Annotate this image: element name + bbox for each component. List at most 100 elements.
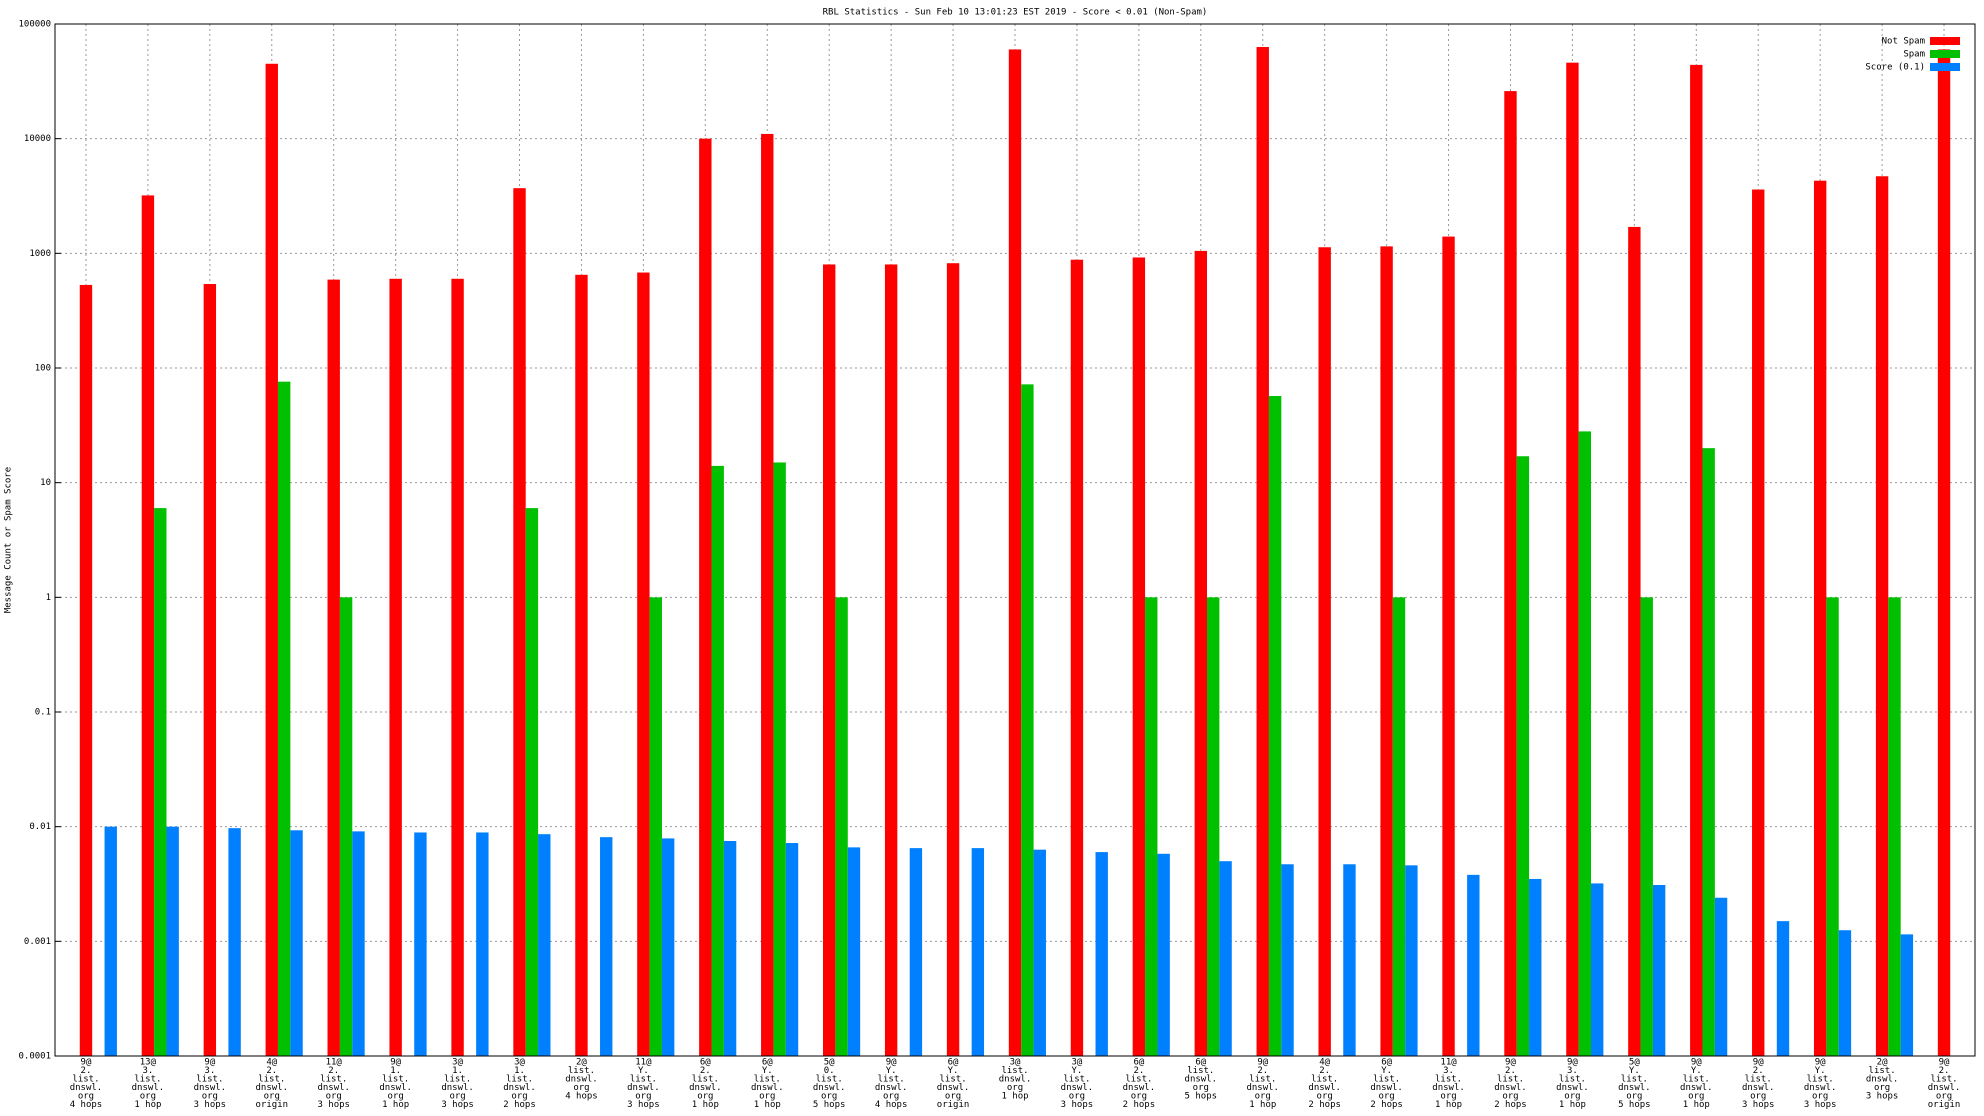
x-tick-label: 4 hops (565, 1092, 598, 1102)
x-tick-label: org (945, 1092, 961, 1102)
x-tick-label: org (1131, 1092, 1147, 1102)
y-tick-label: 0.0001 (18, 1052, 51, 1062)
x-tick-label: 6@ (1133, 1058, 1144, 1068)
bar (513, 188, 526, 1056)
x-tick-label: dnswl. (1246, 1083, 1279, 1093)
chart-title: RBL Statistics - Sun Feb 10 13:01:23 EST… (823, 8, 1208, 18)
x-tick-label: dnswl. (689, 1083, 722, 1093)
x-tick-label: 9@ (1505, 1058, 1516, 1068)
x-tick-label: org (1874, 1083, 1890, 1093)
x-tick-label: dnswl. (813, 1083, 846, 1093)
bar (538, 834, 551, 1056)
x-tick-label: dnswl. (1061, 1083, 1094, 1093)
x-tick-label: list. (1249, 1075, 1276, 1085)
bar (1442, 236, 1455, 1056)
bar (277, 381, 291, 1056)
bar (1838, 930, 1852, 1056)
x-tick-label: dnswl. (1618, 1083, 1651, 1093)
x-tick-label: dnswl. (1742, 1083, 1775, 1093)
x-tick-label: Y. (762, 1066, 773, 1076)
bar (1516, 456, 1530, 1057)
x-tick-label: org (1193, 1083, 1209, 1093)
x-tick-label: list. (1869, 1066, 1896, 1076)
x-tick-label: 3@ (452, 1058, 463, 1068)
x-tick-label: org (264, 1092, 280, 1102)
bar (1157, 853, 1170, 1056)
x-tick-label: 1 hop (1683, 1100, 1710, 1110)
x-tick-label: list. (568, 1066, 595, 1076)
x-tick-label: Y. (1815, 1066, 1826, 1076)
bar (1033, 849, 1046, 1056)
x-tick-label: 6@ (1195, 1058, 1206, 1068)
bar (228, 828, 241, 1056)
x-tick-label: 3 hops (317, 1100, 350, 1110)
bar (1207, 597, 1220, 1056)
x-tick-label: 3. (1567, 1066, 1578, 1076)
bar (835, 597, 848, 1056)
bar (352, 831, 365, 1056)
x-tick-label: dnswl. (1680, 1083, 1713, 1093)
bar (476, 832, 489, 1056)
x-tick-label: list. (1125, 1075, 1152, 1085)
x-tick-label: 4 hops (875, 1100, 908, 1110)
bar (723, 840, 737, 1056)
bar (154, 508, 167, 1056)
x-tick-label: 6@ (1381, 1058, 1392, 1068)
x-tick-label: 5 hops (1185, 1092, 1218, 1102)
x-tick-label: Y. (886, 1066, 897, 1076)
bar (1900, 934, 1914, 1056)
legend-swatch (1930, 37, 1960, 45)
x-tick-label: Y. (948, 1066, 959, 1076)
x-tick-label: list. (134, 1075, 161, 1085)
y-tick-label: 0.001 (24, 937, 51, 947)
x-tick-label: dnswl. (256, 1083, 289, 1093)
x-tick-label: list. (1001, 1066, 1028, 1076)
x-tick-label: dnswl. (627, 1083, 660, 1093)
x-tick-label: list. (692, 1075, 719, 1085)
x-tick-label: list. (940, 1075, 967, 1085)
legend-label: Score (0.1) (1865, 63, 1925, 73)
x-tick-label: list. (320, 1075, 347, 1085)
bar (785, 843, 799, 1056)
bar (1937, 49, 1951, 1056)
bar (166, 826, 179, 1056)
x-tick-label: dnswl. (1804, 1083, 1837, 1093)
x-tick-label: list. (816, 1075, 843, 1085)
x-tick-label: 2. (1505, 1066, 1516, 1076)
x-tick-label: 2. (1257, 1066, 1268, 1076)
x-tick-label: list. (1187, 1066, 1214, 1076)
x-tick-label: 3@ (1072, 1058, 1083, 1068)
x-tick-label: dnswl. (317, 1083, 350, 1093)
x-tick-label: org (759, 1092, 775, 1102)
x-tick-label: org (78, 1092, 94, 1102)
x-tick-label: 1. (514, 1066, 525, 1076)
x-tick-label: 9@ (886, 1058, 897, 1068)
bar (1628, 226, 1641, 1057)
x-tick-label: 11@ (635, 1058, 652, 1068)
x-tick-label: 1 hop (1559, 1100, 1586, 1110)
x-tick-label: 0. (824, 1066, 835, 1076)
x-tick-label: 9@ (1257, 1058, 1268, 1068)
x-tick-label: org (1936, 1092, 1952, 1102)
bar (1888, 597, 1901, 1056)
bar (699, 138, 712, 1056)
x-tick-label: 9@ (1567, 1058, 1578, 1068)
bar (79, 284, 93, 1056)
x-tick-label: org (1812, 1092, 1828, 1102)
x-tick-label: 1 hop (382, 1100, 409, 1110)
x-tick-label: list. (382, 1075, 409, 1085)
x-tick-label: dnswl. (441, 1083, 474, 1093)
legend-label: Not Spam (1882, 37, 1925, 47)
legend-label: Spam (1903, 50, 1925, 60)
bar (711, 465, 724, 1056)
x-tick-label: dnswl. (565, 1075, 598, 1085)
bar (1504, 91, 1517, 1056)
x-tick-label: dnswl. (194, 1083, 227, 1093)
x-tick-label: org (1317, 1092, 1333, 1102)
x-tick-label: list. (1683, 1075, 1710, 1085)
bar (909, 848, 923, 1056)
x-tick-label: 2@ (1877, 1058, 1888, 1068)
y-tick-label: 1 (46, 593, 51, 603)
x-tick-label: 1 hop (754, 1100, 781, 1110)
x-tick-label: 3@ (514, 1058, 525, 1068)
